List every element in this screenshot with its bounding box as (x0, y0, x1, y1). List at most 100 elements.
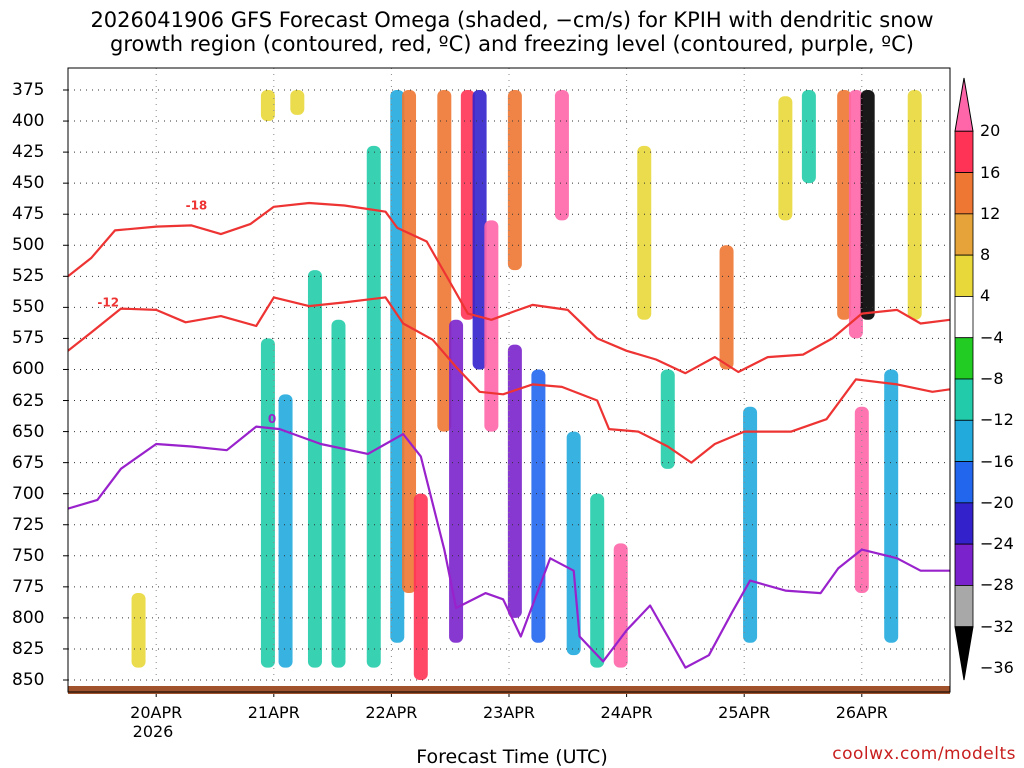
omega-cell-26 (743, 406, 758, 643)
omega-cell-19 (554, 90, 569, 221)
colorbar-swatch-11 (954, 543, 974, 586)
y-tick-label-400: 400 (12, 111, 45, 132)
y-tick-label-725: 725 (12, 514, 45, 535)
omega-cell-21 (590, 493, 605, 668)
colorbar-label-7: −12 (980, 410, 1014, 430)
colorbar-label-6: −8 (980, 369, 1004, 388)
omega-cell-2 (131, 593, 146, 668)
contour-0 (68, 425, 950, 669)
omega-cell-10 (413, 493, 428, 680)
x-tick-label-26APR: 26APR (835, 703, 888, 722)
omega-cell-13 (460, 90, 475, 320)
credit-link[interactable]: coolwx.com/modelts (832, 744, 1016, 764)
terrain-ground (68, 686, 950, 694)
omega-cell-32 (854, 406, 869, 594)
omega-cell-15 (484, 220, 499, 432)
y-tick-label-375: 375 (12, 80, 45, 100)
colorbar-swatch-3 (954, 213, 974, 256)
contour-label-0: 0 (268, 412, 276, 426)
omega-cell-11 (437, 90, 452, 432)
colorbar-swatch-12 (954, 585, 974, 628)
omega-cell-30 (848, 90, 863, 339)
colorbar-swatch-7 (954, 378, 974, 421)
omega-cell-17 (507, 344, 522, 618)
colorbar-label-0: 20 (980, 121, 1001, 141)
colorbar-label-2: 12 (980, 203, 1001, 223)
colorbar-swatch-1 (954, 130, 974, 173)
contour--12 (68, 296, 950, 464)
omega-cell-1 (290, 90, 305, 115)
omega-cell-0 (260, 90, 275, 122)
y-tick-label-750: 750 (12, 545, 45, 566)
colorbar-label-9: −20 (980, 492, 1014, 512)
contour-lines: -18 -12 0 (68, 199, 950, 669)
colorbar-swatch-2 (954, 172, 974, 215)
y-tick-label-800: 800 (12, 607, 45, 628)
y-tick-label-500: 500 (12, 235, 45, 256)
omega-cell-33 (884, 369, 899, 643)
title-line-2: growth region (contoured, red, ºC) and f… (110, 32, 914, 56)
omega-cell-4 (278, 394, 293, 668)
omega-cell-31 (860, 90, 875, 320)
colorbar-label-8: −16 (980, 451, 1014, 471)
colorbar-label-12: −32 (980, 616, 1014, 636)
y-tick-label-825: 825 (12, 638, 45, 659)
contour--18 (68, 201, 950, 375)
omega-cell-23 (637, 145, 652, 320)
colorbar-swatch-6 (954, 337, 974, 380)
colorbar (954, 77, 974, 681)
omega-cell-8 (390, 90, 405, 643)
colorbar-label-13: −36 (980, 658, 1014, 677)
omega-cell-25 (719, 245, 734, 370)
colorbar-label-10: −24 (980, 534, 1014, 554)
omega-cell-9 (402, 90, 417, 594)
colorbar-label-4: 4 (980, 286, 991, 306)
x-tick-label-24APR: 24APR (600, 703, 653, 722)
y-tick-label-425: 425 (12, 142, 45, 163)
omega-cell-27 (778, 96, 793, 221)
title-line-1: 2026041906 GFS Forecast Omega (shaded, −… (90, 8, 934, 32)
y-tick-label-625: 625 (12, 390, 45, 411)
omega-cell-14 (472, 90, 487, 370)
colorbar-label-3: 8 (980, 245, 991, 265)
plot-frame (67, 67, 951, 693)
omega-cell-24 (660, 369, 675, 469)
colorbar-swatch-8 (954, 419, 974, 462)
x-tick-label-20APR: 20APR (130, 703, 183, 722)
x-tick-label-22APR: 22APR (365, 703, 418, 722)
y-tick-label-700: 700 (12, 483, 45, 504)
y-tick-label-675: 675 (12, 452, 45, 473)
y-tick-label-850: 850 (12, 670, 45, 690)
omega-cell-3 (260, 338, 275, 668)
colorbar-swatch-10 (954, 502, 974, 545)
omega-cell-29 (837, 90, 852, 320)
omega-cell-5 (307, 270, 322, 668)
y-tick-label-650: 650 (12, 421, 45, 442)
x-tick-label-25APR: 25APR (718, 703, 771, 722)
y-tick-label-600: 600 (12, 359, 45, 380)
omega-cell-16 (507, 90, 522, 271)
omega-cell-7 (366, 145, 381, 668)
omega-cell-34 (907, 90, 922, 320)
colorbar-swatch-4 (954, 254, 974, 297)
y-tick-label-450: 450 (12, 173, 45, 194)
colorbar-swatch-0 (954, 77, 974, 132)
x-axis-year: 2026 (132, 722, 174, 741)
colorbar-swatch-13 (954, 626, 974, 681)
colorbar-label-11: −28 (980, 575, 1014, 595)
y-tick-label-475: 475 (12, 204, 45, 225)
x-axis-title: Forecast Time (UTC) (416, 746, 608, 768)
contour-label--12: -12 (97, 295, 119, 309)
chart-title: 2026041906 GFS Forecast Omega (shaded, −… (0, 8, 1024, 56)
omega-cell-28 (801, 90, 816, 184)
y-tick-label-775: 775 (12, 576, 45, 597)
x-tick-label-21APR: 21APR (247, 703, 300, 722)
x-tick-label-23APR: 23APR (482, 703, 536, 722)
colorbar-label-1: 16 (980, 162, 1001, 182)
y-tick-label-575: 575 (12, 328, 45, 349)
contour-label--18: -18 (186, 199, 208, 213)
y-tick-label-525: 525 (12, 266, 45, 287)
y-tick-label-550: 550 (12, 297, 45, 318)
omega-field (131, 90, 922, 680)
